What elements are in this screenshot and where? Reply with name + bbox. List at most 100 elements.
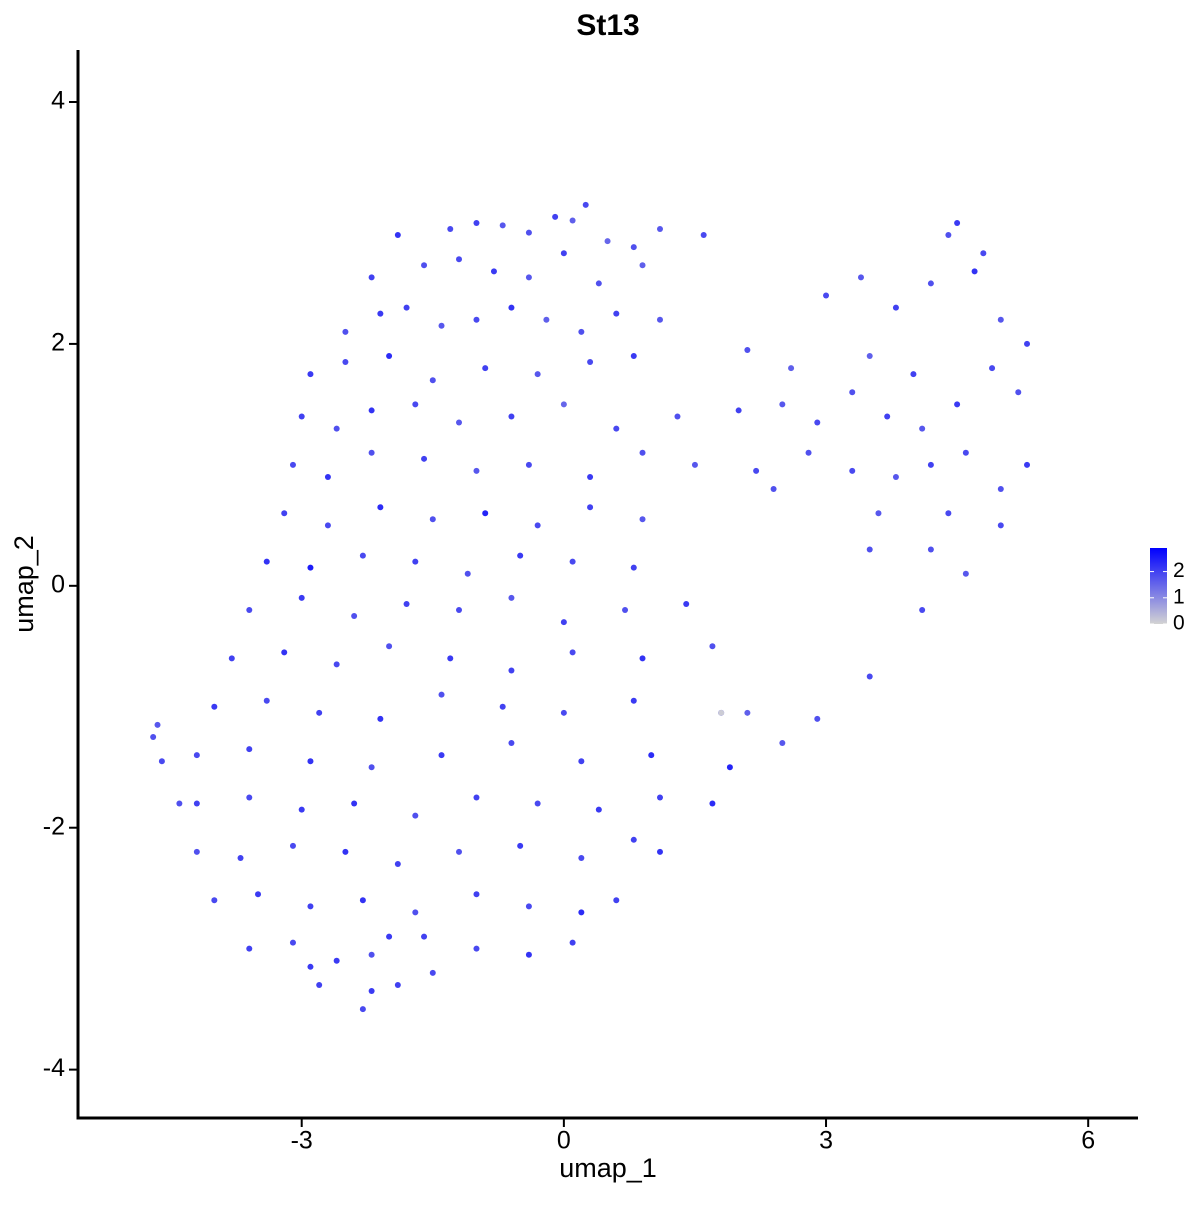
point [351, 613, 358, 620]
point [866, 673, 873, 680]
point [333, 425, 340, 432]
point [753, 467, 760, 474]
point [342, 848, 349, 855]
point [438, 691, 445, 698]
point [962, 449, 969, 456]
point [281, 649, 288, 656]
point [989, 365, 996, 372]
point [814, 715, 821, 722]
point [386, 353, 393, 360]
point [525, 274, 532, 281]
point [438, 752, 445, 759]
x-tick-label: -3 [291, 1127, 313, 1155]
point [263, 697, 270, 704]
point [473, 219, 480, 226]
point [359, 552, 366, 559]
point [158, 758, 165, 765]
point [193, 800, 200, 807]
point [447, 655, 454, 662]
point [980, 250, 987, 257]
point [377, 715, 384, 722]
point [394, 861, 401, 868]
point [307, 758, 314, 765]
point [997, 316, 1004, 323]
point [613, 425, 620, 432]
point [359, 897, 366, 904]
point [927, 461, 934, 468]
point [997, 522, 1004, 529]
colorbar-label: 1 [1173, 585, 1185, 608]
point [525, 903, 532, 910]
point [517, 552, 524, 559]
point [289, 461, 296, 468]
point [630, 564, 637, 571]
point [945, 232, 952, 239]
point [464, 570, 471, 577]
point [656, 848, 663, 855]
point [587, 473, 594, 480]
point [237, 854, 244, 861]
point [298, 594, 305, 601]
point [578, 854, 585, 861]
point [255, 891, 262, 898]
point [613, 897, 620, 904]
point [927, 546, 934, 553]
point [525, 229, 532, 236]
y-tick-label: 2 [51, 329, 65, 357]
point [429, 969, 436, 976]
point [857, 274, 864, 281]
point [770, 486, 777, 493]
point [377, 504, 384, 511]
point [569, 558, 576, 565]
point [368, 274, 375, 281]
point [368, 407, 375, 414]
point [421, 933, 428, 940]
point [1024, 340, 1031, 347]
point [307, 371, 314, 378]
point [595, 806, 602, 813]
point [499, 222, 506, 229]
point [456, 256, 463, 263]
point [560, 619, 567, 626]
point [386, 933, 393, 940]
points [150, 201, 1031, 1013]
point [490, 268, 497, 275]
y-tick-label: 4 [51, 87, 65, 115]
point [508, 594, 515, 601]
point [394, 232, 401, 239]
point [560, 401, 567, 408]
colorbar [1150, 548, 1167, 624]
point [919, 425, 926, 432]
point [674, 413, 681, 420]
point [595, 280, 602, 287]
point [482, 365, 489, 372]
point [456, 848, 463, 855]
y-tick-label: -4 [43, 1054, 65, 1082]
point [849, 467, 856, 474]
point [447, 226, 454, 233]
point [508, 413, 515, 420]
point [246, 945, 253, 952]
point [351, 800, 358, 807]
point [814, 419, 821, 426]
point [429, 377, 436, 384]
point [298, 413, 305, 420]
point [394, 981, 401, 988]
point [892, 304, 899, 311]
point [578, 758, 585, 765]
point [700, 232, 707, 239]
x-axis-label: umap_1 [559, 1153, 657, 1183]
point [473, 945, 480, 952]
point [386, 643, 393, 650]
point [691, 461, 698, 468]
point [543, 316, 550, 323]
point [656, 316, 663, 323]
point [333, 661, 340, 668]
point [298, 806, 305, 813]
point [744, 346, 751, 353]
point [875, 510, 882, 517]
point [421, 455, 428, 462]
colorbar-label: 0 [1173, 612, 1185, 635]
point [525, 461, 532, 468]
